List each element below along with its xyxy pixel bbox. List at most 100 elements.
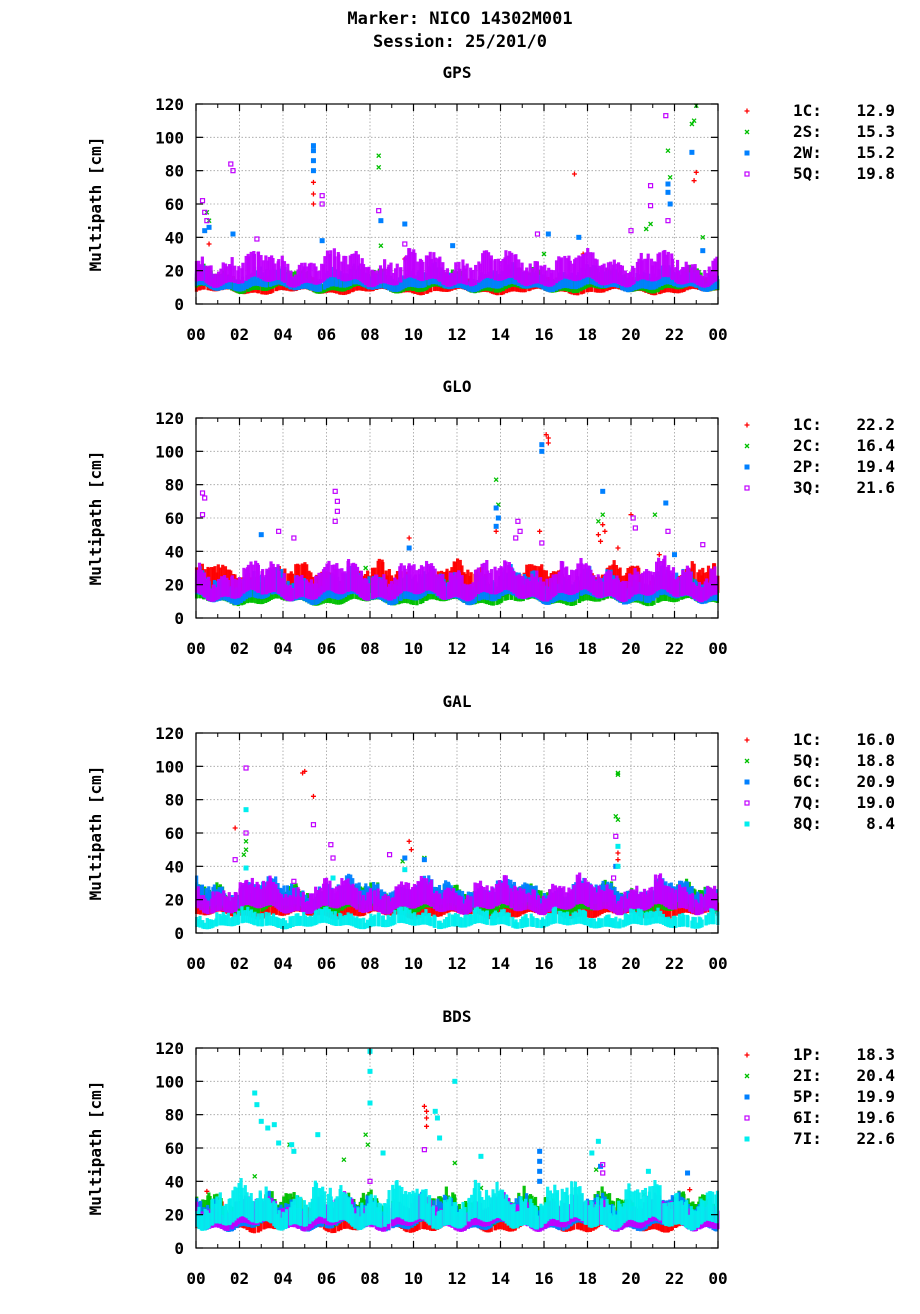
legend-marker-6C	[745, 780, 750, 785]
legend-value-3Q: 21.6	[856, 478, 895, 497]
data-point	[333, 519, 337, 523]
y-tick-label: 60	[165, 195, 184, 214]
x-tick-label: 02	[230, 639, 249, 658]
data-point	[692, 119, 696, 123]
data-point	[649, 204, 653, 208]
data-point	[407, 536, 412, 541]
legend-label-2S: 2S:	[793, 122, 822, 141]
data-point	[378, 218, 383, 223]
x-tick-label: 00	[186, 639, 205, 658]
data-points	[197, 432, 718, 606]
data-point	[402, 856, 407, 861]
data-point	[253, 1174, 257, 1178]
data-point	[402, 222, 407, 227]
legend-value-5Q: 19.8	[856, 164, 895, 183]
data-point	[494, 506, 499, 511]
x-tick-label: 04	[273, 954, 292, 973]
data-point	[207, 225, 212, 230]
x-tick-label: 14	[491, 325, 510, 344]
data-point	[311, 148, 316, 153]
data-point	[516, 519, 520, 523]
y-axis-label: Multipath [cm]	[86, 766, 105, 901]
data-point	[537, 1179, 542, 1184]
legend-label-2W: 2W:	[793, 143, 822, 162]
data-point	[540, 541, 544, 545]
x-tick-label: 04	[273, 639, 292, 658]
data-point	[653, 513, 657, 517]
data-point	[277, 529, 281, 533]
x-tick-label: 10	[404, 954, 423, 973]
x-tick-label: 12	[447, 325, 466, 344]
legend-marker-7Q	[745, 801, 749, 805]
data-point	[201, 491, 205, 495]
data-point	[329, 843, 333, 847]
y-axis-label: Multipath [cm]	[86, 137, 105, 272]
marker-title: Marker: NICO 14302M001	[0, 9, 920, 29]
data-point	[600, 489, 605, 494]
data-point	[422, 1148, 426, 1152]
x-tick-label: 12	[447, 954, 466, 973]
legend-label-1C: 1C:	[793, 101, 822, 120]
legend-label-2P: 2P:	[793, 457, 822, 476]
data-point	[685, 1171, 690, 1176]
data-point	[600, 522, 605, 527]
data-point	[377, 209, 381, 213]
y-tick-label: 80	[165, 791, 184, 810]
data-point	[657, 552, 662, 557]
x-tick-label: 02	[230, 954, 249, 973]
data-point	[633, 526, 637, 530]
data-point	[687, 1187, 692, 1192]
data-point	[668, 175, 672, 179]
data-point	[230, 232, 235, 237]
y-tick-label: 60	[165, 824, 184, 843]
data-point	[537, 1159, 542, 1164]
data-point	[546, 232, 551, 237]
data-point	[311, 794, 316, 799]
legend-marker-1C	[745, 109, 750, 114]
data-point	[320, 238, 325, 243]
y-tick-label: 80	[165, 476, 184, 495]
chart-title: BDS	[443, 1007, 472, 1026]
legend-marker-5Q	[745, 759, 749, 763]
data-point	[537, 529, 542, 534]
data-point	[311, 143, 316, 148]
data-point	[379, 244, 383, 248]
y-tick-label: 120	[155, 724, 184, 743]
legend-label-6C: 6C:	[793, 772, 822, 791]
data-point	[594, 1168, 598, 1172]
x-tick-label: 04	[273, 325, 292, 344]
legend-label-7Q: 7Q:	[793, 793, 822, 812]
x-tick-label: 08	[360, 639, 379, 658]
data-point	[615, 851, 620, 856]
data-point	[692, 178, 697, 183]
y-tick-label: 100	[155, 757, 184, 776]
data-point	[311, 823, 315, 827]
data-point	[407, 546, 412, 551]
data-point	[537, 1169, 542, 1174]
data-point	[666, 149, 670, 153]
data-point	[689, 150, 694, 155]
legend-label-2C: 2C:	[793, 436, 822, 455]
data-point	[535, 232, 539, 236]
y-tick-label: 20	[165, 262, 184, 281]
x-tick-label: 22	[665, 325, 684, 344]
data-point	[229, 162, 233, 166]
data-point	[422, 1104, 427, 1109]
y-tick-label: 20	[165, 576, 184, 595]
x-tick-label: 16	[534, 954, 553, 973]
data-point	[335, 499, 339, 503]
legend-marker-5Q	[745, 172, 749, 176]
series-3Q	[197, 489, 717, 602]
data-point	[665, 190, 670, 195]
legend-marker-2W	[745, 151, 750, 156]
data-point	[203, 496, 207, 500]
y-tick-label: 40	[165, 542, 184, 561]
x-tick-label: 18	[578, 325, 597, 344]
data-point	[615, 844, 620, 849]
legend-marker-2P	[745, 465, 750, 470]
data-point	[403, 242, 407, 246]
chart-title: GLO	[443, 377, 472, 396]
x-tick-label: 00	[186, 954, 205, 973]
